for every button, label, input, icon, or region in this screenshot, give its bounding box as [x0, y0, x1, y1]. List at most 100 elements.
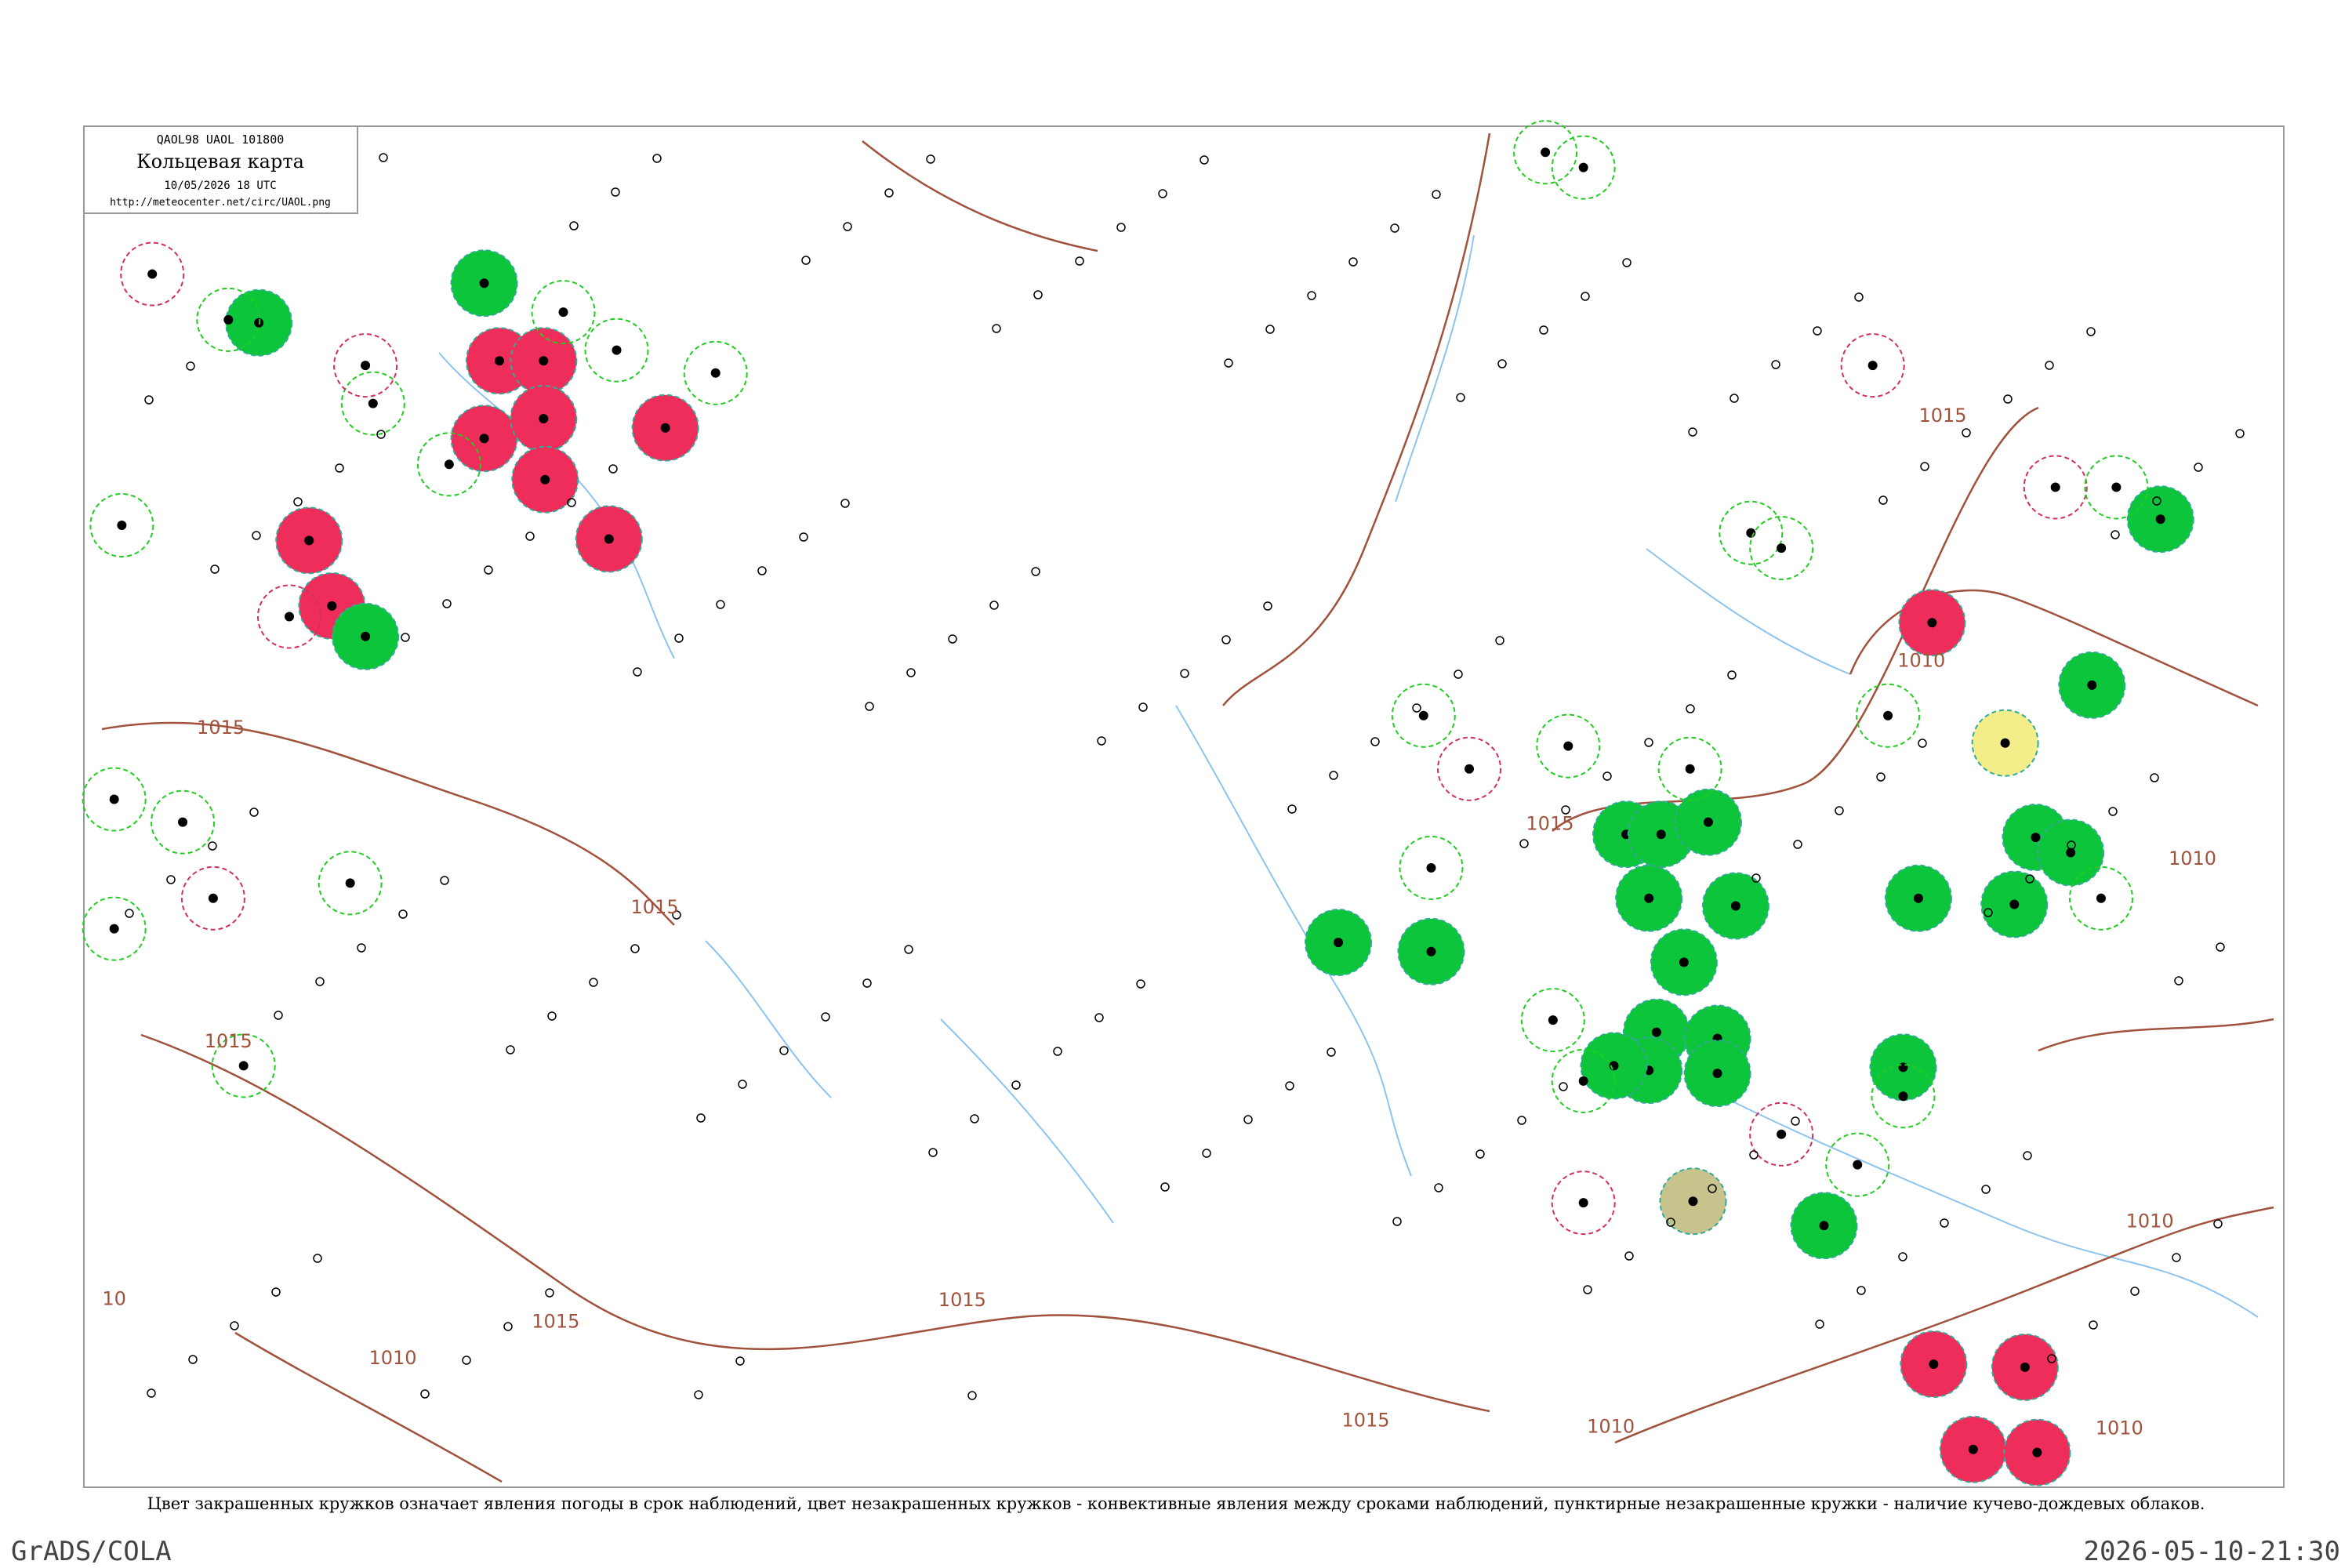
station-dot: [989, 601, 999, 610]
station-dot: [249, 808, 259, 817]
convective-ring: [1437, 736, 1502, 801]
station-dot: [840, 499, 850, 508]
map-frame: [83, 125, 2285, 1488]
isobar: [101, 721, 675, 926]
isobar: [2038, 1018, 2274, 1052]
station-dot: [1651, 1027, 1661, 1037]
station-dot: [1666, 1218, 1675, 1227]
station-dot: [1853, 1160, 1863, 1170]
station-dot: [1221, 635, 1231, 644]
station-dot: [1160, 1182, 1170, 1192]
station-dot: [1876, 772, 1886, 782]
station-dot: [2174, 976, 2183, 985]
convective-ring: [1391, 683, 1456, 748]
station-dot: [1984, 908, 1993, 917]
station-dot: [674, 633, 684, 643]
station-dot: [1583, 1285, 1592, 1294]
station-dot: [1727, 670, 1737, 680]
station-dot: [1094, 1013, 1104, 1022]
station-dot: [2235, 429, 2245, 438]
stations: [82, 120, 2245, 1486]
station-dot: [479, 434, 489, 444]
station-dot: [1202, 1149, 1211, 1158]
station-dot: [735, 1356, 745, 1366]
station-dot: [252, 531, 261, 540]
station-dot: [1929, 1359, 1939, 1370]
isobar: [862, 140, 1098, 252]
station-dot: [223, 314, 234, 325]
convective-ring: [256, 584, 321, 649]
station-dot: [1495, 636, 1504, 645]
convective-ring: [1551, 1171, 1616, 1236]
convective-ring: [683, 340, 748, 405]
station-dot: [604, 534, 614, 544]
station-dot: [186, 361, 195, 371]
isobar-label: 1010: [1897, 650, 1945, 672]
station-dot: [401, 633, 410, 642]
convective-ring: [1657, 736, 1722, 801]
station-dot: [1392, 1217, 1402, 1226]
station-dot: [862, 978, 872, 988]
station-dot: [992, 324, 1001, 333]
station-dot: [125, 909, 134, 918]
station-dot: [109, 794, 119, 804]
station-dot: [948, 634, 957, 644]
river: [705, 940, 832, 1098]
station-dot: [1751, 873, 1761, 883]
station-dot: [1412, 703, 1421, 713]
station-dot: [2087, 680, 2097, 690]
station-dot: [494, 356, 504, 366]
station-dot: [361, 631, 371, 641]
station-dot: [1454, 670, 1463, 679]
header-time: 10/05/2026 18 UTC: [164, 180, 276, 192]
convective-ring: [1551, 1048, 1616, 1113]
station-dot: [569, 221, 579, 230]
station-dot: [1475, 1149, 1485, 1159]
station-dot: [970, 1114, 979, 1123]
station-dot: [1679, 957, 1689, 967]
station-dot: [479, 278, 489, 289]
station-dot: [1390, 223, 1399, 233]
station-dot: [843, 222, 852, 231]
river: [1724, 1097, 2259, 1318]
station-dot: [335, 463, 344, 473]
convective-ring: [318, 851, 383, 916]
convective-ring: [1840, 333, 1905, 398]
station-dot: [1867, 361, 1878, 371]
river: [438, 352, 675, 659]
convective-ring: [196, 287, 261, 352]
header-box: [83, 125, 358, 214]
station-dot: [525, 532, 535, 541]
station-dot: [1968, 1444, 1978, 1454]
station-dot: [1561, 805, 1570, 815]
station-dot: [633, 667, 642, 677]
station-dot: [1708, 1184, 1717, 1193]
isobar-label: 1015: [205, 1030, 252, 1052]
station-dot: [1644, 893, 1654, 903]
station-dot: [799, 532, 808, 542]
station-dot: [1940, 1218, 1949, 1228]
station-dot: [1578, 162, 1588, 172]
convective-ring: [333, 333, 398, 398]
station-dot: [1287, 804, 1297, 814]
station-dot: [304, 535, 314, 546]
station-dot: [1097, 736, 1106, 746]
isobar: [1614, 1206, 2274, 1444]
station-dot: [1348, 257, 1358, 267]
station-dot: [166, 875, 176, 884]
station-dot: [2020, 1362, 2030, 1372]
station-dot: [2155, 514, 2165, 524]
station-dot: [1771, 360, 1780, 369]
isobar-label: 1015: [631, 896, 679, 918]
station-dot: [1136, 979, 1145, 989]
river: [1395, 234, 1475, 503]
convective-ring: [2084, 455, 2149, 520]
station-dot: [1749, 1150, 1759, 1160]
station-dot: [630, 944, 640, 953]
station-dot: [1815, 1319, 1824, 1329]
station-dot: [313, 1254, 322, 1263]
station-dot: [1563, 741, 1573, 751]
station-dot: [672, 910, 681, 920]
station-dot: [327, 601, 337, 611]
station-dot: [1541, 147, 1551, 158]
